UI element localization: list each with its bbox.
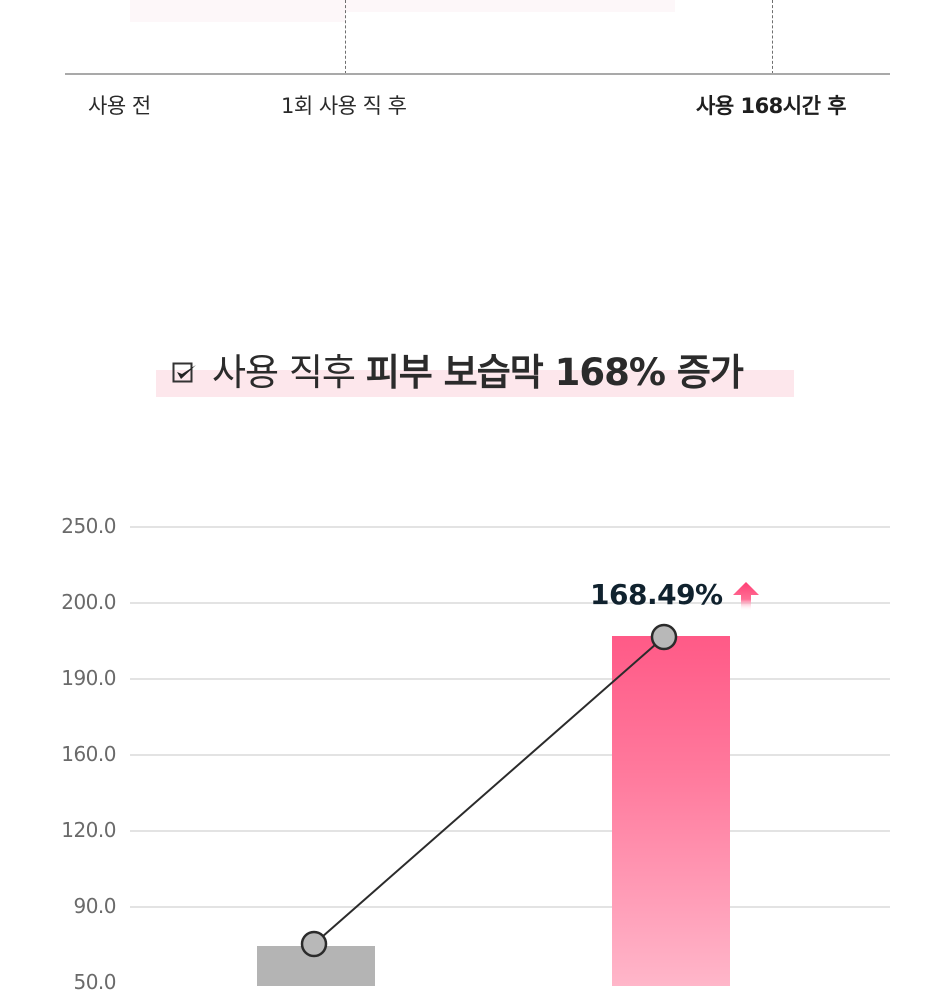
increase-value-label: 168.49% [590,578,723,611]
previous-chart-area [130,0,345,22]
up-arrow-icon [733,582,759,611]
grid-line [130,526,890,528]
y-tick-label: 250.0 [61,514,116,538]
y-tick-label: 200.0 [61,590,116,614]
y-tick-label: 160.0 [61,742,116,766]
dashed-guide-line [772,0,773,74]
x-label-after-168h: 사용 168시간 후 [696,94,847,118]
x-label-after-first-use: 1회 사용 직 후 [281,94,407,118]
title-highlight [156,370,794,397]
grid-line [130,906,890,908]
title-text: 사용 직후 피부 보습막 168% 증가 [172,342,744,396]
x-label-before-use: 사용 전 [88,94,151,118]
checkbox-checked-icon [172,362,196,383]
bar-after-use [612,636,730,986]
bar-before-use [257,946,375,986]
x-axis-line [65,73,890,75]
y-tick-label: 50.0 [73,970,116,994]
y-tick-label: 190.0 [61,666,116,690]
section-title: 사용 직후 피부 보습막 168% 증가 [156,340,794,398]
grid-line [130,830,890,832]
previous-chart-area [345,0,675,12]
title-regular: 사용 직후 [212,351,356,394]
dashed-guide-line [345,0,346,74]
y-tick-label: 120.0 [61,818,116,842]
grid-line [130,754,890,756]
grid-line [130,678,890,680]
title-bold: 피부 보습막 168% 증가 [365,351,744,394]
grid-line [130,602,890,604]
y-tick-label: 90.0 [73,894,116,918]
